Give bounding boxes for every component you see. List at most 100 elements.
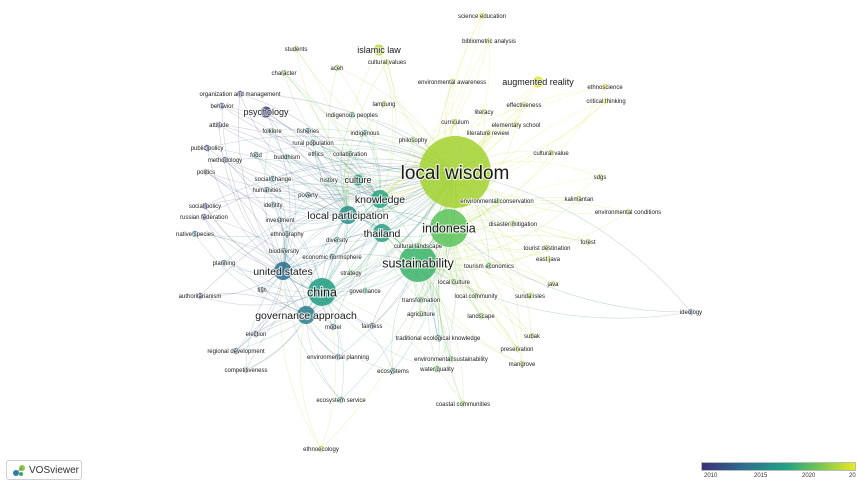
label-competitiveness[interactable]: competitiveness	[224, 367, 269, 375]
label-philosophy[interactable]: philosophy	[398, 137, 428, 145]
label-cultural-values[interactable]: cultural values	[367, 59, 407, 67]
node-preservation[interactable]	[513, 345, 521, 353]
label-transformation[interactable]: transformation	[401, 297, 441, 305]
node-elementary-school[interactable]	[512, 121, 520, 129]
node-augmented-reality[interactable]	[532, 76, 544, 88]
node-thailand[interactable]	[373, 224, 391, 242]
node-character[interactable]	[280, 69, 288, 77]
label-culture[interactable]: culture	[344, 174, 373, 186]
label-russian-federation[interactable]: russian federation	[179, 214, 228, 222]
node-knowledge[interactable]	[371, 190, 389, 208]
node-attitude[interactable]	[215, 121, 223, 129]
label-elementary-school[interactable]: elementary school	[491, 122, 541, 130]
label-java[interactable]: java	[546, 281, 560, 289]
node-economic-normsphere[interactable]	[328, 253, 336, 261]
label-identity[interactable]: identity	[263, 202, 284, 210]
node-traditional-ecological-knowledge[interactable]	[434, 334, 442, 342]
node-governance[interactable]	[361, 287, 369, 295]
node-coastal-communities[interactable]	[459, 400, 467, 408]
node-strategy[interactable]	[347, 269, 355, 277]
node-united-states[interactable]	[274, 262, 292, 280]
label-environmental-conditions[interactable]: environmental conditions	[594, 209, 662, 217]
node-native-species[interactable]	[191, 230, 199, 238]
label-rural-population[interactable]: rural population	[292, 140, 335, 148]
node-collaboration[interactable]	[346, 150, 354, 158]
label-subak[interactable]: subak	[523, 333, 542, 341]
node-local-community[interactable]	[472, 292, 480, 300]
label-sunda-isles[interactable]: sunda isles	[514, 293, 546, 301]
label-bibliometric-analysis[interactable]: bibliometric analysis	[461, 38, 516, 46]
node-environmental-conservation[interactable]	[493, 197, 501, 205]
label-poverty[interactable]: poverty	[297, 192, 318, 200]
node-folklore[interactable]	[268, 127, 276, 135]
node-humanities[interactable]	[263, 186, 271, 194]
node-bibliometric-analysis[interactable]	[485, 37, 493, 45]
label-ecosystem-service[interactable]: ecosystem service	[316, 397, 368, 405]
label-planning[interactable]: planning	[212, 260, 236, 268]
label-landscape[interactable]: landscape	[467, 313, 497, 321]
node-buddhism[interactable]	[283, 153, 291, 161]
node-science-education[interactable]	[478, 12, 486, 20]
node-tourist-destination[interactable]	[543, 244, 551, 252]
node-rural-population[interactable]	[309, 139, 317, 147]
label-disaster-mitigation[interactable]: disaster mitigation	[488, 221, 538, 229]
label-east-java[interactable]: east java	[535, 256, 561, 264]
node-transformation[interactable]	[417, 296, 425, 304]
node-history[interactable]	[325, 176, 333, 184]
node-mangrove[interactable]	[518, 360, 526, 368]
node-politics[interactable]	[202, 168, 210, 176]
label-agriculture[interactable]: agriculture	[406, 311, 436, 319]
label-ideology[interactable]: ideology	[679, 309, 703, 317]
label-folklore[interactable]: folklore	[262, 128, 284, 136]
node-indigenous[interactable]	[361, 129, 369, 137]
node-cultural-landscape[interactable]	[414, 242, 422, 250]
label-local-participation[interactable]: local participation	[306, 209, 389, 223]
label-tourism-economics[interactable]: tourism economics	[463, 263, 515, 271]
node-model[interactable]	[329, 323, 337, 331]
node-philosophy[interactable]	[409, 136, 417, 144]
label-public-policy[interactable]: public policy	[190, 145, 224, 153]
label-water-quality[interactable]: water quality	[418, 366, 454, 374]
node-agriculture[interactable]	[417, 310, 425, 318]
label-local-culture[interactable]: local culture	[437, 279, 471, 287]
node-china[interactable]	[308, 278, 336, 306]
label-augmented-reality[interactable]: augmented reality	[501, 76, 575, 88]
label-sustainability[interactable]: sustainability	[381, 255, 456, 271]
node-ecosystems[interactable]	[389, 367, 397, 375]
node-local-culture[interactable]	[450, 278, 458, 286]
label-behavior[interactable]: behavior	[210, 103, 235, 111]
label-curriculum[interactable]: curriculum	[440, 119, 469, 127]
vosviewer-logo[interactable]: VOSviewer	[6, 460, 82, 480]
label-attitude[interactable]: attitude	[208, 122, 230, 130]
label-traditional-ecological-knowledge[interactable]: traditional ecological knowledge	[395, 335, 482, 343]
node-competitiveness[interactable]	[242, 366, 250, 374]
label-united-states[interactable]: united states	[252, 265, 314, 279]
label-economic-normsphere[interactable]: economic normsphere	[302, 254, 364, 262]
label-buddhism[interactable]: buddhism	[273, 154, 301, 162]
label-literacy[interactable]: literacy	[474, 109, 495, 117]
label-science-education[interactable]: science education	[457, 13, 507, 21]
label-strategy[interactable]: strategy	[340, 270, 363, 278]
node-behavior[interactable]	[218, 102, 226, 110]
node-students[interactable]	[292, 45, 300, 53]
label-model[interactable]: model	[324, 324, 342, 332]
node-tourism-economics[interactable]	[485, 262, 493, 270]
label-diversity[interactable]: diversity	[325, 237, 349, 245]
label-collaboration[interactable]: collaboration	[332, 151, 368, 159]
label-fairness[interactable]: fairness	[361, 323, 384, 331]
node-fisheries[interactable]	[304, 127, 312, 135]
label-biodiversity[interactable]: biodiversity	[268, 248, 300, 256]
label-china[interactable]: china	[306, 284, 338, 300]
label-humanities[interactable]: humanities	[252, 187, 283, 195]
label-methodology[interactable]: methodology	[207, 157, 243, 165]
label-tourist-destination[interactable]: tourist destination	[523, 245, 572, 253]
label-sdgs[interactable]: sdgs	[593, 174, 607, 182]
node-indonesia[interactable]	[430, 209, 468, 247]
node-ethnoscience[interactable]	[601, 83, 609, 91]
node-local-participation[interactable]	[339, 206, 357, 224]
node-islamic-law[interactable]	[373, 44, 385, 56]
label-history[interactable]: history	[319, 177, 338, 185]
label-environmental-conservation[interactable]: environmental conservation	[460, 198, 535, 206]
node-cultural-value[interactable]	[547, 149, 555, 157]
